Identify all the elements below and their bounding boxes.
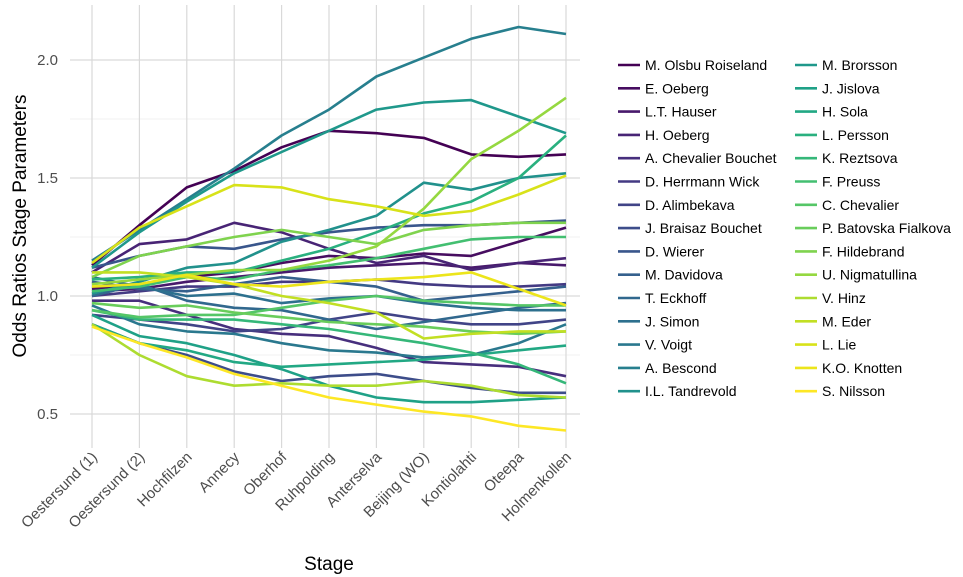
legend-item: D. Wierer: [618, 243, 704, 259]
legend-label: M. Eder: [822, 313, 871, 329]
legend-item: L. Lie: [795, 337, 856, 353]
series-line: [91, 294, 566, 319]
legend-item: M. Davidova: [618, 267, 723, 283]
legend-label: K.O. Knotten: [822, 360, 902, 376]
series-line: [91, 25, 567, 262]
legend-label: I.L. Tandrevold: [645, 383, 737, 399]
legend-item: K. Reztsova: [795, 150, 898, 166]
legend-item: F. Hildebrand: [795, 243, 905, 259]
legend-item: V. Hinz: [795, 290, 866, 306]
series-line: [91, 325, 567, 432]
legend-label: D. Herrmann Wick: [645, 174, 760, 190]
legend-label: U. Nigmatullina: [822, 267, 917, 283]
x-tick-label: Annecy: [196, 448, 244, 496]
series-line: [91, 304, 567, 359]
legend-item: A. Chevalier Bouchet: [618, 150, 777, 166]
legend-item: F. Preuss: [795, 174, 880, 190]
legend-item: J. Simon: [618, 313, 699, 329]
legend-label: C. Chevalier: [822, 197, 899, 213]
y-tick-label: 2.0: [37, 52, 58, 69]
legend-label: M. Davidova: [645, 267, 723, 283]
series-lines: [91, 25, 567, 432]
legend-item: H. Sola: [795, 104, 868, 120]
legend-label: M. Olsbu Roiseland: [645, 57, 767, 73]
series-line: [91, 271, 567, 307]
legend-label: J. Simon: [645, 313, 699, 329]
y-tick-label: 1.5: [37, 170, 58, 187]
legend-label: J. Braisaz Bouchet: [645, 220, 762, 236]
legend-item: U. Nigmatullina: [795, 267, 917, 283]
legend-item: L. Persson: [795, 127, 889, 143]
x-tick-label: Oteepa: [481, 448, 528, 495]
legend-label: T. Eckhoff: [645, 290, 706, 306]
legend-label: L. Lie: [822, 337, 856, 353]
legend-item: P. Batovska Fialkova: [795, 220, 951, 236]
series-line: [91, 282, 567, 331]
y-tick-label: 0.5: [37, 406, 58, 423]
series-line: [91, 261, 567, 293]
legend-label: J. Jislova: [822, 80, 880, 96]
legend-label: A. Chevalier Bouchet: [645, 150, 777, 166]
legend-item: T. Eckhoff: [618, 290, 706, 306]
series-line: [92, 271, 566, 340]
y-tick-label: 1.0: [37, 288, 58, 305]
series-line: [91, 323, 567, 399]
legend-item: D. Alimbekava: [618, 197, 735, 213]
series-line: [91, 134, 567, 281]
legend-item: V. Voigt: [618, 337, 692, 353]
legend-item: S. Nilsson: [795, 383, 885, 399]
legend-item: J. Jislova: [795, 80, 880, 96]
series-line: [91, 275, 566, 312]
legend-label: H. Oeberg: [645, 127, 710, 143]
series-line: [92, 299, 567, 378]
legend-label: S. Nilsson: [822, 383, 885, 399]
series-line: [91, 323, 567, 369]
legend-label: P. Batovska Fialkova: [822, 220, 951, 236]
legend-item: L.T. Hauser: [618, 104, 717, 120]
legend-label: L. Persson: [822, 127, 889, 143]
y-axis-ticks: 0.5 1.0 1.5 2.0: [37, 52, 58, 423]
legend-label: F. Hildebrand: [822, 243, 905, 259]
legend-label: V. Hinz: [822, 290, 866, 306]
series-line: [91, 174, 567, 265]
legend-label: H. Sola: [822, 104, 868, 120]
legend-item: H. Oeberg: [618, 127, 710, 143]
legend-item: A. Bescond: [618, 360, 717, 376]
legend-label: A. Bescond: [645, 360, 717, 376]
series-line: [91, 221, 566, 279]
legend-item: M. Olsbu Roiseland: [618, 57, 767, 73]
legend-item: D. Herrmann Wick: [618, 174, 760, 190]
x-axis-title: Stage: [304, 554, 354, 575]
legend-label: L.T. Hauser: [645, 104, 717, 120]
legend-label: M. Brorsson: [822, 57, 897, 73]
legend-label: K. Reztsova: [822, 150, 898, 166]
series-line: [91, 98, 567, 269]
legend-label: E. Oeberg: [645, 80, 709, 96]
legend-item: C. Chevalier: [795, 197, 899, 213]
legend-label: D. Alimbekava: [645, 197, 735, 213]
legend-item: I.L. Tandrevold: [618, 383, 737, 399]
series-line: [91, 172, 567, 295]
series-line: [91, 235, 566, 293]
legend-item: E. Oeberg: [618, 80, 709, 96]
legend-label: F. Preuss: [822, 174, 880, 190]
legend-item: K.O. Knotten: [795, 360, 902, 376]
legend-item: J. Braisaz Bouchet: [618, 220, 762, 236]
legend-item: M. Eder: [795, 313, 871, 329]
legend-label: V. Voigt: [645, 337, 692, 353]
x-axis-ticks: Oestersund (1)Oestersund (2)Hochfilzen An…: [18, 448, 575, 531]
legend-item: M. Brorsson: [795, 57, 897, 73]
series-line: [91, 308, 567, 385]
legend-label: D. Wierer: [645, 243, 704, 259]
legend: M. Olsbu Roiseland E. Oeberg L.T. Hauser H.…: [618, 57, 951, 399]
y-axis-title: Odds Ratios Stage Parameters: [10, 95, 31, 358]
